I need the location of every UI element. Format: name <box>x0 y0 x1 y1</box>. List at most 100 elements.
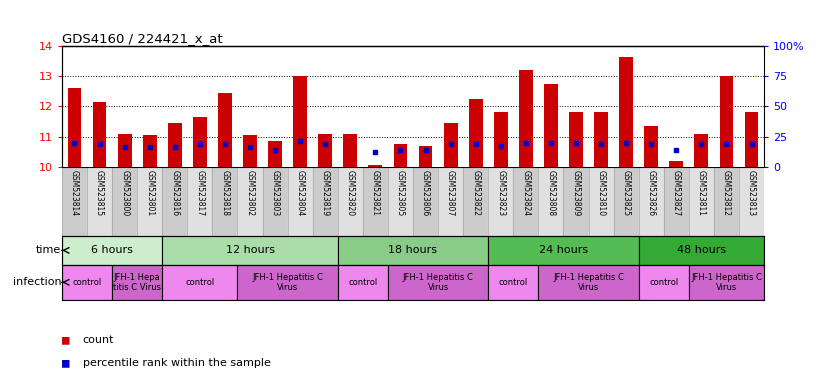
Text: JFH-1 Hepatitis C
Virus: JFH-1 Hepatitis C Virus <box>553 273 624 292</box>
Text: 12 hours: 12 hours <box>225 245 274 255</box>
Text: GSM523823: GSM523823 <box>496 170 506 216</box>
Bar <box>293 76 307 167</box>
Bar <box>719 76 733 167</box>
Bar <box>638 265 689 300</box>
Bar <box>519 70 533 167</box>
Bar <box>714 167 739 236</box>
Text: GSM523824: GSM523824 <box>521 170 530 216</box>
Bar <box>162 265 238 300</box>
Bar <box>689 265 764 300</box>
Text: GSM523826: GSM523826 <box>647 170 656 216</box>
Bar <box>137 167 162 236</box>
Bar <box>162 167 188 236</box>
Bar <box>638 167 664 236</box>
Text: GSM523820: GSM523820 <box>346 170 355 216</box>
Text: GSM523822: GSM523822 <box>471 170 480 216</box>
Bar <box>669 161 683 167</box>
Text: GSM523802: GSM523802 <box>245 170 254 216</box>
Text: JFH-1 Hepatitis C
Virus: JFH-1 Hepatitis C Virus <box>252 273 323 292</box>
Bar <box>488 265 539 300</box>
Bar <box>614 167 638 236</box>
Text: GSM523815: GSM523815 <box>95 170 104 216</box>
Bar <box>413 167 438 236</box>
Text: control: control <box>349 278 377 287</box>
Bar <box>218 93 232 167</box>
Bar <box>388 265 488 300</box>
Bar <box>93 102 107 167</box>
Bar <box>62 167 87 236</box>
Bar <box>695 134 708 167</box>
Bar <box>644 126 658 167</box>
Text: GSM523821: GSM523821 <box>371 170 380 216</box>
Text: control: control <box>649 278 678 287</box>
Bar <box>488 167 513 236</box>
Text: control: control <box>185 278 215 287</box>
Text: GSM523813: GSM523813 <box>747 170 756 216</box>
Text: GSM523811: GSM523811 <box>697 170 706 216</box>
Bar <box>243 135 257 167</box>
Text: GSM523804: GSM523804 <box>296 170 305 217</box>
Bar <box>488 236 638 265</box>
Text: GSM523803: GSM523803 <box>271 170 279 217</box>
Bar <box>68 88 82 167</box>
Text: GSM523808: GSM523808 <box>547 170 555 216</box>
Bar <box>344 134 357 167</box>
Bar <box>112 167 137 236</box>
Text: JFH-1 Hepatitis C
Virus: JFH-1 Hepatitis C Virus <box>402 273 473 292</box>
Text: GSM523806: GSM523806 <box>421 170 430 217</box>
Bar <box>212 167 238 236</box>
Text: JFH-1 Hepatitis C
Virus: JFH-1 Hepatitis C Virus <box>691 273 762 292</box>
Bar <box>338 265 388 300</box>
Text: ■: ■ <box>62 356 77 369</box>
Bar <box>313 167 338 236</box>
Text: GDS4160 / 224421_x_at: GDS4160 / 224421_x_at <box>62 32 222 45</box>
Text: 6 hours: 6 hours <box>91 245 133 255</box>
Bar <box>238 167 263 236</box>
Text: control: control <box>73 278 102 287</box>
Text: GSM523807: GSM523807 <box>446 170 455 217</box>
Bar <box>338 167 363 236</box>
Text: GSM523817: GSM523817 <box>196 170 204 216</box>
Text: control: control <box>499 278 528 287</box>
Text: GSM523819: GSM523819 <box>320 170 330 216</box>
Text: 48 hours: 48 hours <box>676 245 726 255</box>
Bar <box>62 265 112 300</box>
Bar <box>469 99 482 167</box>
Bar <box>318 134 332 167</box>
Bar <box>513 167 539 236</box>
Bar <box>168 123 182 167</box>
Bar <box>393 144 407 167</box>
Text: 18 hours: 18 hours <box>388 245 438 255</box>
Bar <box>594 113 608 167</box>
Bar <box>419 146 433 167</box>
Bar <box>664 167 689 236</box>
Bar <box>263 167 287 236</box>
Text: GSM523825: GSM523825 <box>622 170 630 216</box>
Bar <box>62 236 162 265</box>
Text: GSM523809: GSM523809 <box>572 170 581 217</box>
Bar <box>268 141 282 167</box>
Bar <box>338 236 488 265</box>
Text: 24 hours: 24 hours <box>539 245 588 255</box>
Bar <box>162 236 338 265</box>
Bar <box>118 134 131 167</box>
Bar <box>539 265 638 300</box>
Bar <box>388 167 413 236</box>
Bar <box>638 236 764 265</box>
Bar <box>494 113 508 167</box>
Text: count: count <box>83 335 114 345</box>
Bar <box>744 113 758 167</box>
Text: time: time <box>36 245 61 255</box>
Text: GSM523812: GSM523812 <box>722 170 731 216</box>
Bar <box>563 167 588 236</box>
Text: GSM523827: GSM523827 <box>672 170 681 216</box>
Bar <box>368 165 382 167</box>
Text: GSM523800: GSM523800 <box>120 170 129 217</box>
Text: GSM523818: GSM523818 <box>221 170 230 216</box>
Bar <box>363 167 388 236</box>
Bar <box>188 167 212 236</box>
Text: GSM523801: GSM523801 <box>145 170 154 216</box>
Text: infection: infection <box>13 277 61 287</box>
Bar <box>444 123 458 167</box>
Bar <box>539 167 563 236</box>
